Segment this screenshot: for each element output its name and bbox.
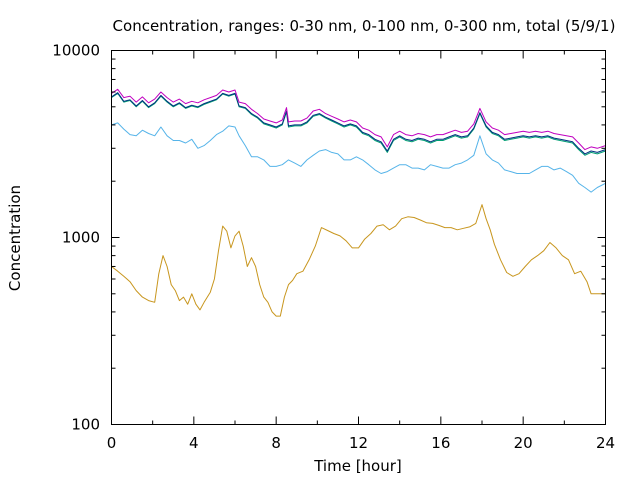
y-tick-label: 1000 [62,229,100,247]
x-axis-label: Time [hour] [313,457,402,475]
series-line-3 [111,92,606,156]
x-tick-label: 4 [189,434,199,452]
series-line-1 [111,204,606,317]
series-line-2 [111,122,606,193]
x-tick-label: 24 [596,434,615,452]
chart-title: Concentration, ranges: 0-30 nm, 0-100 nm… [113,17,616,35]
y-tick-label: 100 [71,416,100,434]
x-tick-label: 0 [107,434,117,452]
series-line-5 [111,88,606,151]
x-tick-label: 8 [271,434,281,452]
plot-frame [111,50,606,425]
x-tick-label: 16 [431,434,450,452]
axis-ticks: 0 4 8 12 16 20 24 100 1000 10000 [52,42,615,453]
series-line-4 [111,92,606,155]
x-tick-label: 12 [349,434,368,452]
x-tick-label: 20 [514,434,533,452]
y-tick-label: 10000 [52,42,100,60]
series-layer [111,88,606,317]
y-axis-label: Concentration [6,185,24,291]
